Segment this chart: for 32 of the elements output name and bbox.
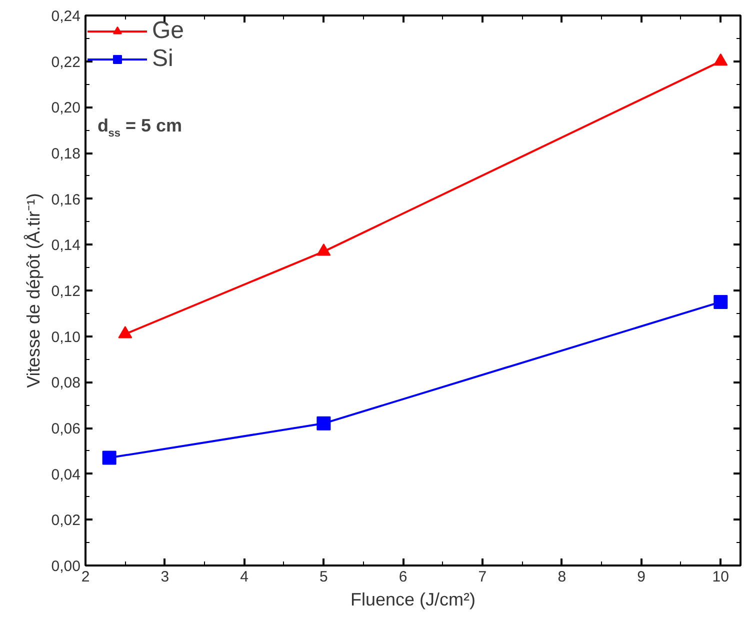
y-tick-label: 0,06 (51, 420, 81, 438)
point (118, 326, 132, 338)
x-tick-label: 10 (712, 568, 729, 586)
y-tick-label: 0,08 (51, 374, 81, 392)
point (714, 53, 728, 66)
point (714, 294, 728, 309)
x-axis-title: Fluence (J/cm²) (350, 590, 476, 610)
point (316, 244, 331, 256)
x-tick-label: 4 (240, 568, 248, 586)
x-tick-label: 8 (558, 568, 566, 586)
y-tick-label: 0,22 (51, 54, 81, 71)
y-tick-label: 0,20 (51, 100, 81, 117)
y-tick-label: 0,14 (51, 237, 81, 254)
x-tick-label: 7 (478, 568, 487, 586)
y-axis-title: Vitesse de dépôt (Å.tir⁻¹) (23, 193, 44, 388)
x-tick-label: 9 (637, 568, 646, 586)
y-tick-label: 0,02 (51, 512, 81, 530)
y-tick-label: 0,18 (51, 146, 81, 162)
x-tick-label: 6 (398, 568, 408, 586)
y-tick-label: 0,24 (51, 8, 81, 25)
x-tick-label: 5 (320, 568, 328, 586)
y-tick-label: 0,00 (51, 558, 81, 575)
y-tick-label: 0,04 (51, 466, 81, 484)
y-tick-label: 0,12 (51, 283, 81, 300)
y-tick-label: 0,16 (51, 191, 81, 208)
legend-label: Si (152, 45, 174, 73)
y-tick-label: 0,10 (51, 328, 81, 346)
legend-label: Ge (152, 17, 184, 45)
x-tick-label: 2 (81, 568, 90, 586)
point (102, 450, 116, 465)
x-tick-label: 3 (160, 568, 170, 586)
point (316, 416, 331, 430)
